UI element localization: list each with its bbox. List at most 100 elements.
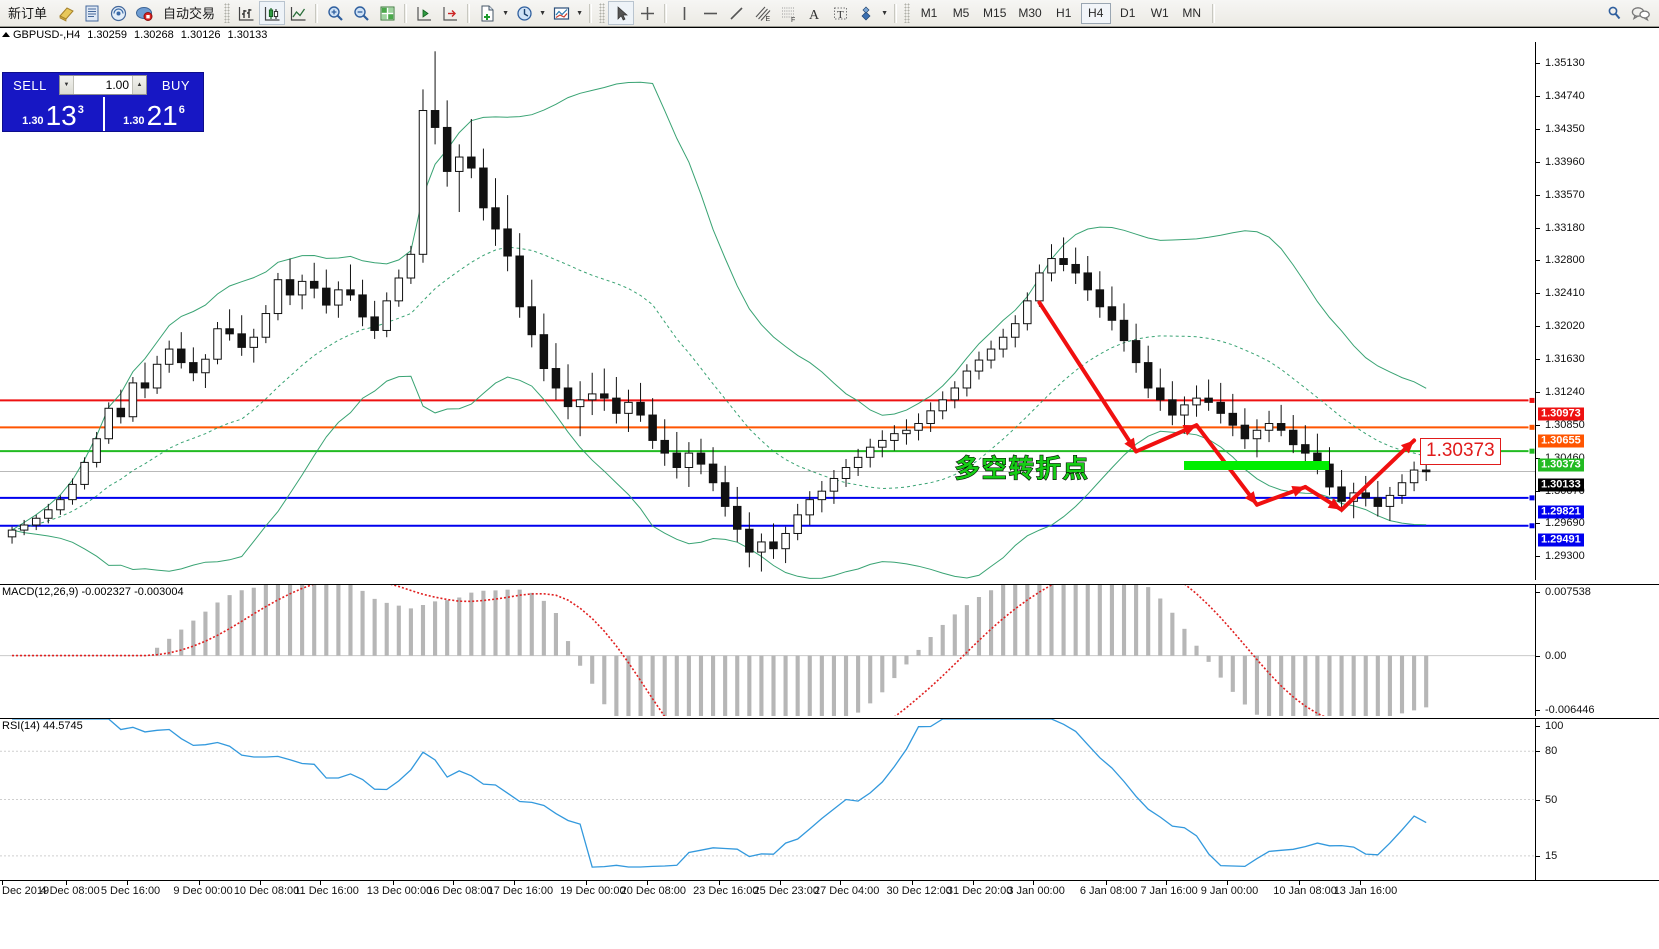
new-order-button[interactable]: 新订单 [8, 5, 48, 21]
price-tick-4: 1.33570 [1536, 189, 1585, 201]
drawing-toolbar-grip[interactable] [599, 3, 606, 23]
trendline-icon[interactable] [723, 1, 749, 25]
price-tick-0: 1.35130 [1536, 57, 1585, 69]
main-toolbar: 新订单 自动交易 ▼ ▼ [0, 0, 1659, 27]
indicators-dropdown-caret[interactable]: ▼ [576, 9, 583, 17]
fibonacci-icon[interactable]: F [775, 1, 801, 25]
zoom-in-icon[interactable] [322, 1, 348, 25]
horizontal-line-icon[interactable] [697, 1, 723, 25]
timeframe-m15[interactable]: M15 [983, 6, 1007, 20]
rsi-label: RSI(14) 44.5745 [2, 720, 83, 732]
chart-window[interactable]: GBPUSD-,H4 1.30259 1.30268 1.30126 1.301… [0, 27, 1659, 949]
macd-axis[interactable]: 0.007538 0.00 -0.006446 [1535, 585, 1659, 716]
cursor-icon[interactable] [608, 1, 635, 25]
crosshair-icon[interactable] [634, 1, 660, 25]
templates-dropdown-caret[interactable]: ▼ [502, 9, 509, 17]
time-tick-7: 16 Dec 08:00 [427, 885, 493, 897]
time-tick-11: 23 Dec 16:00 [693, 885, 759, 897]
chart-shift-icon[interactable] [437, 1, 463, 25]
grid-icon[interactable] [374, 1, 400, 25]
price-tick-10: 1.31240 [1536, 386, 1585, 398]
autotrade-label[interactable]: 自动交易 [163, 5, 216, 21]
candle-chart-icon[interactable] [259, 1, 286, 25]
period-separator-icon[interactable] [511, 1, 537, 25]
rsi-pane[interactable]: RSI(14) 44.5745 100 80 50 15 [0, 718, 1659, 880]
templates-icon[interactable] [474, 1, 500, 25]
time-axis[interactable]: Dec 2019 4 Dec 08:00 5 Dec 16:00 9 Dec 00:0… [0, 880, 1659, 949]
time-tick-5: 11 Dec 16:00 [294, 885, 359, 897]
level-chip-resistance-red[interactable]: 1.30973 [1538, 407, 1584, 421]
one-click-trading-panel[interactable]: SELL ▼ 1.00 ▲ BUY 1.30 13 3 1.30 21 6 [2, 72, 204, 132]
ohlc-high: 1.30268 [134, 29, 174, 41]
volume-increase-icon[interactable]: ▲ [132, 76, 146, 94]
level-chip-current-price[interactable]: 1.30133 [1538, 478, 1584, 492]
level-chip-pivot-green[interactable]: 1.30373 [1538, 458, 1584, 472]
time-tick-mark [1033, 881, 1035, 885]
level-chip-resistance-orange[interactable]: 1.30655 [1538, 434, 1584, 448]
line-chart-icon[interactable] [285, 1, 311, 25]
indicators-icon[interactable] [548, 1, 574, 25]
buy-button[interactable]: BUY [161, 77, 191, 93]
rsi-plot-area[interactable] [0, 719, 1535, 880]
drawings-icon[interactable] [853, 1, 879, 25]
text-label-icon[interactable]: T [827, 1, 853, 25]
timeframe-h4[interactable]: H4 [1080, 2, 1111, 24]
chat-icon[interactable] [1627, 1, 1653, 25]
macd-plot-area[interactable] [0, 585, 1535, 716]
zoom-out-icon[interactable] [348, 1, 374, 25]
timeframe-w1[interactable]: W1 [1150, 6, 1169, 20]
timeframe-toolbar-grip[interactable] [904, 3, 911, 23]
bid-price[interactable]: 1.30 13 3 [3, 97, 103, 131]
price-tick-5: 1.33180 [1536, 222, 1585, 234]
time-tick-14: 30 Dec 12:00 [886, 885, 952, 897]
support-zone-bar[interactable] [1184, 461, 1330, 471]
price-tick-7: 1.32410 [1536, 287, 1585, 299]
time-tick-mark [719, 881, 721, 885]
toolbar-separator-7 [1211, 3, 1215, 23]
level-chip-support-blue-1[interactable]: 1.29821 [1538, 505, 1584, 519]
price-plot-area[interactable] [0, 42, 1535, 580]
price-axis[interactable]: 1.35130 1.34740 1.34350 1.33960 1.33570 1.331… [1535, 42, 1659, 595]
volume-input[interactable]: 1.00 [74, 76, 132, 94]
volume-stepper[interactable]: ▼ 1.00 ▲ [59, 75, 147, 95]
signals-icon[interactable] [105, 1, 131, 25]
price-tick-2: 1.34350 [1536, 123, 1585, 135]
text-icon[interactable]: A [801, 1, 827, 25]
time-tick-mark [586, 881, 588, 885]
rsi-tick-0: 100 [1536, 720, 1563, 732]
price-pane[interactable]: 1.35130 1.34740 1.34350 1.33960 1.33570 1.331… [0, 42, 1659, 595]
timeframe-m30[interactable]: M30 [1018, 6, 1042, 20]
autotrade-icon[interactable] [131, 1, 157, 25]
macd-pane[interactable]: MACD(12,26,9) -0.002327 -0.003004 0.0075… [0, 584, 1659, 716]
timeframe-m1[interactable]: M1 [920, 6, 938, 20]
drawings-dropdown-caret[interactable]: ▼ [881, 9, 888, 17]
rsi-axis[interactable]: 100 80 50 15 [1535, 719, 1659, 880]
autoscroll-icon[interactable] [411, 1, 437, 25]
data-window-icon[interactable] [79, 1, 105, 25]
equidistant-channel-icon[interactable]: E [749, 1, 775, 25]
bar-chart-icon[interactable] [233, 1, 259, 25]
time-tick-17: 6 Jan 08:00 [1079, 885, 1138, 897]
expert-advisors-icon[interactable] [53, 1, 79, 25]
timeframe-d1[interactable]: D1 [1120, 6, 1136, 20]
rsi-tick-3: 15 [1536, 850, 1557, 862]
search-icon[interactable] [1601, 1, 1627, 25]
timeframe-h1[interactable]: H1 [1056, 6, 1072, 20]
time-tick-mark [392, 881, 394, 885]
toolbar-grip[interactable] [224, 3, 231, 23]
vertical-line-icon[interactable] [671, 1, 697, 25]
chart-collapse-icon[interactable] [2, 32, 10, 37]
rsi-tick-2: 50 [1536, 794, 1557, 806]
time-tick-9: 19 Dec 00:00 [560, 885, 626, 897]
sell-button[interactable]: SELL [13, 77, 47, 93]
ask-price[interactable]: 1.30 21 6 [103, 97, 203, 131]
timeframe-m5[interactable]: M5 [952, 6, 970, 20]
level-chip-support-blue-2[interactable]: 1.29491 [1538, 533, 1584, 547]
time-tick-mark [2, 881, 3, 885]
time-tick-0: Dec 2019 [2, 885, 50, 897]
time-tick-mark [1166, 881, 1168, 885]
toolbar-separator-6 [894, 3, 898, 23]
timeframe-mn[interactable]: MN [1182, 6, 1202, 20]
volume-decrease-icon[interactable]: ▼ [60, 76, 74, 94]
period-dropdown-caret[interactable]: ▼ [539, 9, 546, 17]
